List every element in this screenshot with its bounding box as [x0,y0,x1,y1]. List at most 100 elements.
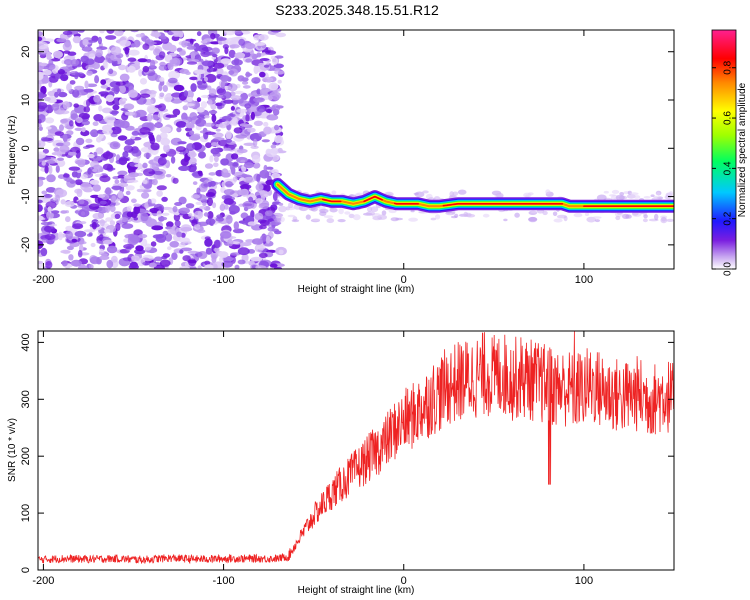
heatmap-cell [232,193,239,198]
heatmap-cell [163,30,170,33]
heatmap-cell [88,166,94,170]
heatmap-cell [172,108,181,116]
heatmap-cell [179,50,186,56]
heatmap-cell [95,48,103,58]
heatmap-cell [172,206,178,213]
heatmap-cell [55,159,66,168]
heatmap-cell [128,89,138,99]
heatmap-cell [596,194,607,201]
heatmap-cell [237,259,246,265]
heatmap-cell [75,117,83,124]
heatmap-cell [83,88,94,93]
heatmap-cell [135,33,144,38]
heatmap-cell [130,135,136,140]
heatmap-cell [106,245,118,254]
heatmap-cell [146,59,152,63]
ridge-core [363,195,383,203]
heatmap-cell [238,38,246,46]
heatmap-cell [125,185,135,191]
heatmap-cell [51,152,61,156]
heatmap-cell [153,170,163,175]
heatmap-cell [266,108,272,113]
heatmap-cell [528,216,538,223]
heatmap-cell [85,65,94,70]
heatmap-cell [190,83,197,92]
heatmap-cell [205,247,213,255]
heatmap-cell [222,147,232,152]
heatmap-cell [160,153,168,158]
heatmap-cell [43,97,51,102]
heatmap-cell [151,162,159,170]
heatmap-cell [38,41,49,50]
heatmap-cell [99,255,110,260]
heatmap-cell [180,224,192,232]
heatmap-cell [229,44,240,49]
heatmap-cell [131,198,137,204]
heatmap-cell [142,179,148,184]
heatmap-cell [181,112,188,122]
heatmap-cell [174,202,183,206]
snr-y-label: SNR (10 * v/v) [7,418,18,482]
heatmap-cell [112,142,119,148]
heatmap-cell [98,91,109,96]
heatmap-cell [87,167,92,175]
heatmap-cell [661,216,667,222]
heatmap-cell [103,228,111,233]
heatmap-cell [86,70,93,76]
heatmap-cell [61,260,68,267]
heatmap-cell [90,129,99,138]
heatmap-cell [189,112,198,121]
heatmap-cell [139,78,148,85]
heatmap-cell [72,223,84,230]
heatmap-cell [197,251,208,259]
heatmap-cell [117,190,124,199]
heatmap-cell [114,213,121,219]
heatmap-cell [148,133,154,140]
heatmap-cell [96,136,102,143]
heatmap-cell [204,238,213,247]
heatmap-cell [653,195,659,201]
heatmap-cell [101,107,113,114]
heatmap-cell [603,190,609,194]
heatmap-cell [73,103,79,108]
heatmap-cell [167,246,172,251]
heatmap-cell [119,85,127,94]
heatmap-cell [68,151,77,156]
heatmap-cell [85,58,95,65]
heatmap-cell [66,83,72,92]
heatmap-cell [133,203,141,207]
heatmap-cell [81,127,86,133]
heatmap-cell [178,242,186,248]
heatmap-cell [74,230,87,238]
heatmap-cell [92,212,104,220]
heatmap-cell [70,109,78,119]
heatmap-cell [165,114,178,118]
heatmap-cell [255,198,263,204]
heatmap-cell [207,94,219,98]
heatmap-cell [55,73,60,80]
heatmap-cell [220,231,232,239]
heatmap-cell [269,263,278,268]
heatmap-cell [170,98,183,104]
heatmap-cell [228,205,240,214]
heatmap-cell [197,265,202,269]
heatmap-cell [63,50,71,54]
heatmap-cell [285,206,296,211]
heatmap-cell [220,80,226,90]
heatmap-cell [55,165,60,173]
heatmap-cell [86,99,91,107]
heatmap-cell [72,35,82,44]
heatmap-cell [91,221,97,230]
heatmap-cell [234,52,246,59]
heatmap-cell [225,181,233,188]
heatmap-cell [169,59,178,64]
heatmap-cell [255,265,267,269]
heatmap-cell [192,181,198,186]
snr-x-tick-label: 0 [401,575,407,587]
heatmap-cell [243,142,256,146]
heatmap-cell [130,43,136,48]
heatmap-cell [271,169,279,174]
heatmap-cell [200,101,207,109]
